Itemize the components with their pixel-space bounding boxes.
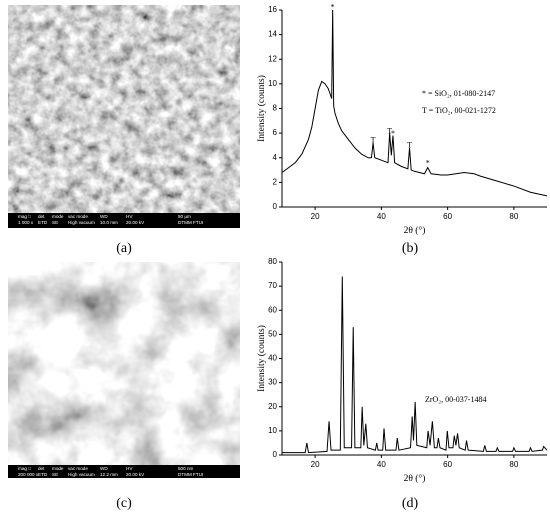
sem-image-c [8,262,240,478]
panel-label: (c) [116,496,132,511]
x-tick-label: 80 [509,212,518,221]
panel-label: (d) [402,496,419,511]
info-text: High vacuum [68,472,95,477]
info-text: mode [52,466,64,471]
y-tick-label: 80 [268,257,277,266]
data-line [282,276,548,454]
x-tick-label: 20 [311,212,320,221]
info-text: det [38,466,45,471]
annotation: * = SiO₂, 01-080-2147 [422,89,495,98]
peak-marker: * [426,159,430,168]
y-tick-label: 8 [273,104,278,113]
panel-label: (a) [116,241,132,256]
info-text: vac mode [68,466,88,471]
sem-image-a [8,5,240,228]
info-text: WD [100,466,108,471]
info-text: 20.00 kV [126,472,145,477]
x-axis-label: 2θ (°) [404,473,426,484]
y-axis-label: Intensity (counts) [256,75,267,142]
info-text: 50 μm [178,214,191,219]
peak-marker: * [331,2,335,11]
y-tick-label: 0 [273,202,278,211]
info-bar-c [8,465,240,478]
info-text: SE [52,472,58,477]
y-tick-label: 10 [268,79,277,88]
info-text: DTMM FTUI [178,472,203,477]
info-text: 12.2 mm [100,472,118,477]
y-tick-label: 0 [273,450,278,459]
info-text: 1 000 x [18,220,34,225]
info-text: 500 nm [178,466,193,471]
y-axis-label: Intensity (counts) [256,325,267,392]
info-text: mag □ [18,466,31,471]
info-text: 200 000 x [18,472,39,477]
x-tick-label: 20 [311,460,320,469]
info-text: 20.00 kV [126,220,145,225]
y-tick-label: 50 [268,329,277,338]
y-tick-label: 70 [268,281,277,290]
info-text: mode [52,214,64,219]
y-tick-label: 10 [268,426,277,435]
y-tick-label: 14 [268,30,277,39]
info-text: det [38,214,45,219]
info-text: HV [126,466,133,471]
x-axis-label: 2θ (°) [404,225,426,236]
info-text: High vacuum [68,220,95,225]
info-text: DTMM FTUI [178,220,203,225]
info-text: ETD [38,220,48,225]
info-bar-a [8,213,240,228]
info-text: ETD [38,472,48,477]
x-tick-label: 60 [443,212,452,221]
panel-label: (b) [402,241,419,256]
y-tick-label: 20 [268,402,277,411]
peak-marker: T [371,135,376,144]
peak-marker: T [387,127,392,136]
info-text: mag □ [18,214,31,219]
peak-marker: T [407,140,412,149]
x-tick-label: 40 [377,212,386,221]
annotation: ZrO₂, 00-037-1484 [425,395,486,404]
info-text: SE [52,220,58,225]
info-text: vac mode [68,214,88,219]
y-tick-label: 60 [268,305,277,314]
y-tick-label: 12 [268,54,277,63]
y-tick-label: 6 [273,128,278,137]
y-tick-label: 2 [273,177,278,186]
info-text: HV [126,214,133,219]
y-tick-label: 40 [268,354,277,363]
y-tick-label: 30 [268,378,277,387]
y-tick-label: 4 [273,153,278,162]
x-tick-label: 80 [509,460,518,469]
y-tick-label: 16 [268,5,277,14]
info-text: 10.0 mm [100,220,118,225]
annotation: T = TiO₂, 00-021-1272 [422,106,496,115]
info-text: WD [100,214,108,219]
peak-marker: * [391,129,395,138]
x-tick-label: 60 [443,460,452,469]
x-tick-label: 40 [377,460,386,469]
data-line [281,9,548,197]
